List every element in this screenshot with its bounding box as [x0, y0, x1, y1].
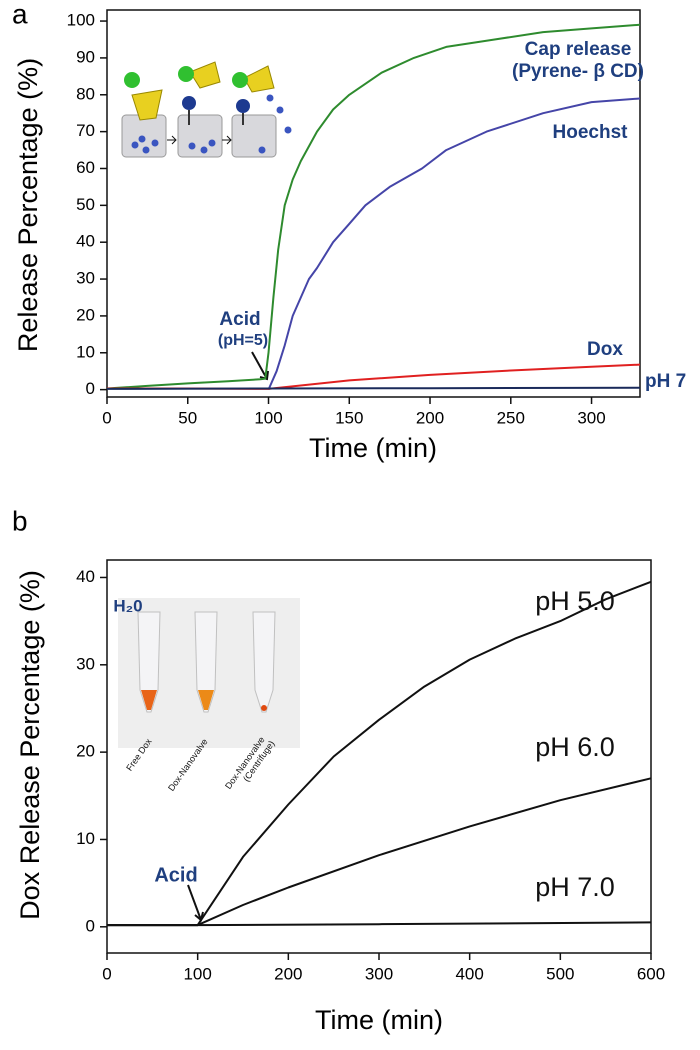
series-label: Dox: [587, 339, 623, 360]
mechanism-cartoon: [121, 61, 292, 158]
x-tick-label: 100: [183, 964, 211, 983]
x-tick-label: 150: [335, 408, 363, 427]
y-axis-title: Release Percentage (%): [13, 58, 43, 352]
y-tick-label: 20: [76, 305, 95, 324]
series-line: [267, 97, 641, 391]
y-tick-label: 30: [76, 269, 95, 288]
x-tick-label: 50: [178, 408, 197, 427]
x-tick-label: 100: [254, 408, 282, 427]
annotation: H₂0: [113, 596, 142, 615]
y-tick-label: 50: [76, 195, 95, 214]
series-label: pH 7.0: [535, 872, 615, 902]
series-label: Cap release: [525, 39, 632, 60]
series-label: pH 6.0: [535, 732, 615, 762]
x-tick-label: 200: [274, 964, 302, 983]
y-tick-label: 30: [76, 654, 95, 673]
x-tick-label: 300: [577, 408, 605, 427]
y-tick-label: 60: [76, 158, 95, 177]
x-tick-label: 600: [637, 964, 665, 983]
annotation: Acid: [219, 309, 260, 330]
y-tick-label: 100: [67, 11, 95, 30]
series-line: [107, 777, 652, 927]
series-line: [107, 363, 641, 390]
x-tick-label: 300: [365, 964, 393, 983]
x-tick-label: 400: [455, 964, 483, 983]
y-tick-label: 80: [76, 84, 95, 103]
series-label: pH 5.0: [535, 586, 615, 616]
x-axis-title: Time (min): [315, 1005, 443, 1035]
y-tick-label: 40: [76, 232, 95, 251]
y-tick-label: 10: [76, 342, 95, 361]
y-tick-label: 20: [76, 742, 95, 761]
x-tick-label: 0: [102, 408, 111, 427]
y-tick-label: 0: [86, 379, 95, 398]
series-line: [107, 580, 652, 927]
y-tick-label: 10: [76, 829, 95, 848]
annotation: (Pyrene- β CD): [512, 61, 644, 82]
plot-frame: [106, 9, 641, 398]
panel-label: a: [12, 0, 28, 29]
y-tick-label: 70: [76, 121, 95, 140]
series-line: [107, 921, 652, 927]
annotation: Acid: [154, 864, 197, 886]
acid-arrow: [187, 884, 204, 922]
y-tick-label: 90: [76, 47, 95, 66]
series-label: pH 7: [645, 371, 686, 392]
series-label: Hoechst: [553, 122, 629, 143]
acid-arrow: [251, 351, 269, 381]
x-tick-label: 250: [497, 408, 525, 427]
y-tick-label: 40: [76, 567, 95, 586]
series-line: [106, 386, 641, 390]
series-line: [106, 23, 641, 390]
y-tick-label: 0: [86, 916, 95, 935]
x-tick-label: 200: [416, 408, 444, 427]
y-axis-title: Dox Release Percentage (%): [15, 570, 45, 920]
x-axis-title: Time (min): [309, 433, 437, 463]
x-tick-label: 500: [546, 964, 574, 983]
annotation: (pH=5): [218, 332, 268, 349]
x-tick-label: 0: [102, 964, 111, 983]
panel-label: b: [12, 505, 28, 536]
tube-photo: [118, 598, 300, 748]
